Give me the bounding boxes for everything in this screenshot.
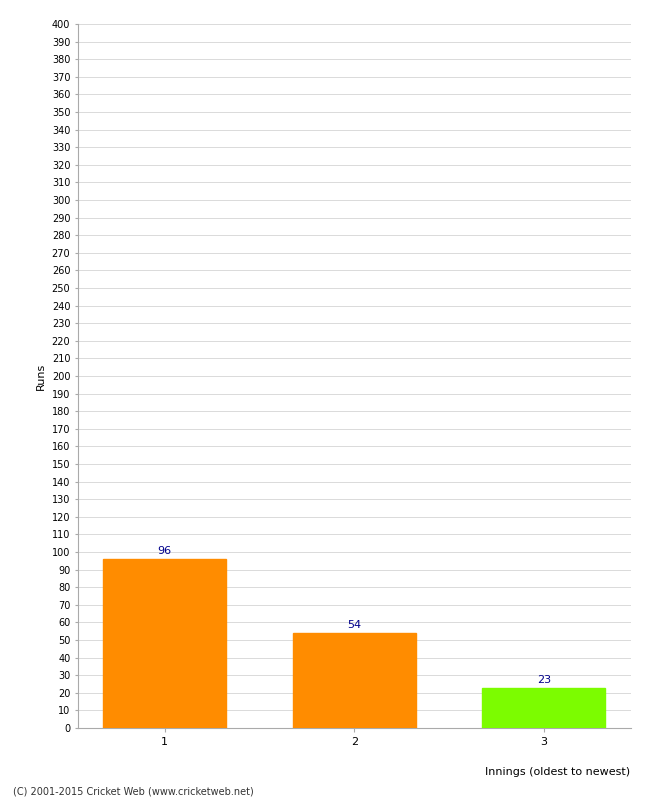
Bar xyxy=(292,633,416,728)
Text: 96: 96 xyxy=(158,546,172,557)
Text: (C) 2001-2015 Cricket Web (www.cricketweb.net): (C) 2001-2015 Cricket Web (www.cricketwe… xyxy=(13,786,254,796)
Y-axis label: Runs: Runs xyxy=(36,362,46,390)
Text: 54: 54 xyxy=(347,620,361,630)
Text: 23: 23 xyxy=(537,675,551,685)
Bar xyxy=(103,559,226,728)
Text: Innings (oldest to newest): Innings (oldest to newest) xyxy=(486,766,630,777)
Bar xyxy=(482,687,605,728)
